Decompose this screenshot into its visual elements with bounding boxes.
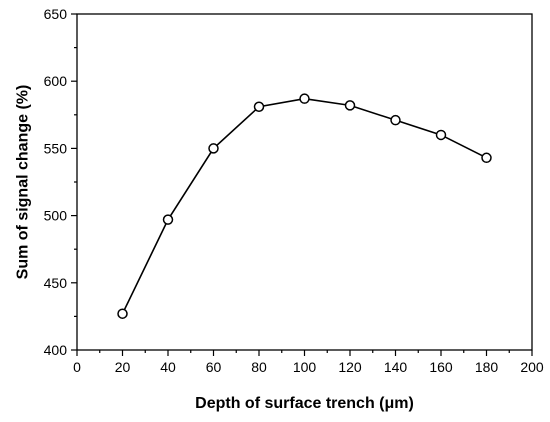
x-tick-label: 200: [520, 359, 544, 375]
data-point: [344, 100, 356, 111]
x-tick-label: 160: [429, 359, 453, 375]
data-point: [162, 214, 174, 225]
x-tick-label: 60: [206, 359, 222, 375]
data-point: [253, 101, 265, 112]
x-tick-label: 140: [384, 359, 408, 375]
plot-area: 0 20 40 60 80 100 120 140 160 180 200 400 450 500 550 6…: [44, 6, 544, 375]
y-axis-title: Sum of signal change (%): [15, 85, 32, 280]
data-point: [390, 114, 401, 126]
x-axis-title: Depth of surface trench (μm): [195, 395, 414, 412]
x-tick-label: 120: [338, 359, 362, 375]
x-tick-label: 100: [293, 359, 317, 375]
y-tick-label: 650: [44, 6, 68, 22]
y-tick-label: 450: [44, 275, 68, 291]
y-tick-label: 550: [44, 140, 68, 156]
data-point: [208, 143, 219, 154]
data-point: [117, 308, 128, 319]
y-tick-label: 500: [44, 208, 68, 224]
y-tick-label: 400: [44, 342, 68, 358]
x-tick-label: 20: [115, 359, 131, 375]
x-tick-label: 0: [73, 359, 81, 375]
y-tick-label: 600: [44, 73, 68, 89]
data-point: [435, 129, 447, 141]
series-line: [121, 97, 487, 315]
x-tick-label: 80: [251, 359, 267, 375]
data-point: [299, 93, 310, 104]
data-point: [481, 152, 492, 164]
x-tick-label: 40: [160, 359, 176, 375]
x-tick-label: 180: [475, 359, 499, 375]
plot-frame: [76, 13, 533, 351]
